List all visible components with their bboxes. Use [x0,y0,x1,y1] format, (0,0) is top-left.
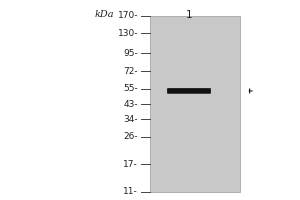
Text: 72-: 72- [123,67,138,76]
Text: 130-: 130- [118,29,138,38]
Text: 26-: 26- [123,132,138,141]
Text: 1: 1 [186,10,192,20]
Bar [150,16,240,192]
Text: 55-: 55- [123,84,138,93]
Text: kDa: kDa [94,10,114,19]
FancyBboxPatch shape [167,88,211,94]
Text: 17-: 17- [123,160,138,169]
Text: 170-: 170- [118,11,138,21]
Text: 43-: 43- [123,100,138,109]
Text: 34-: 34- [123,115,138,124]
Text: 11-: 11- [123,188,138,196]
Text: 95-: 95- [123,49,138,58]
